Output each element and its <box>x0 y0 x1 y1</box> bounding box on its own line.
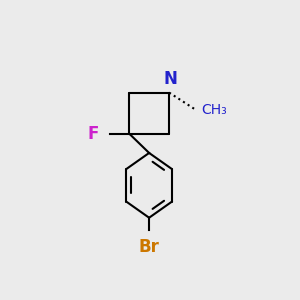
Text: N: N <box>163 70 177 88</box>
Text: F: F <box>88 125 99 143</box>
Text: Br: Br <box>139 238 160 256</box>
Text: CH₃: CH₃ <box>202 103 227 117</box>
